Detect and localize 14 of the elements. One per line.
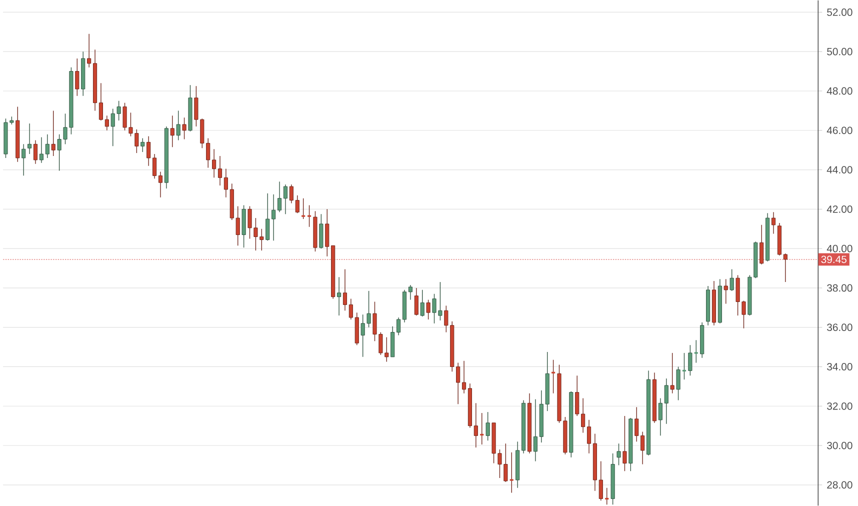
y-tick-label: 30.00	[827, 442, 852, 450]
y-tick-label: 34.00	[827, 363, 852, 370]
y-tick-label: 40.00	[826, 244, 852, 252]
y-tick-label: 38.00	[827, 284, 852, 292]
y-tick-label: 52.00	[827, 8, 852, 16]
y-tick-label: 48.00	[826, 87, 852, 95]
y-tick-label: 36.00	[827, 324, 852, 332]
y-tick-label: 50.00	[827, 48, 852, 56]
ref-line-label: 39.45	[821, 256, 846, 264]
y-tick-label: 42.00	[826, 205, 852, 213]
y-tick-label: 46.00	[826, 126, 852, 134]
y-tick-label: 44.00	[826, 166, 852, 174]
y-tick-label: 28.00	[827, 481, 852, 489]
y-tick-label: 32.00	[827, 402, 852, 410]
